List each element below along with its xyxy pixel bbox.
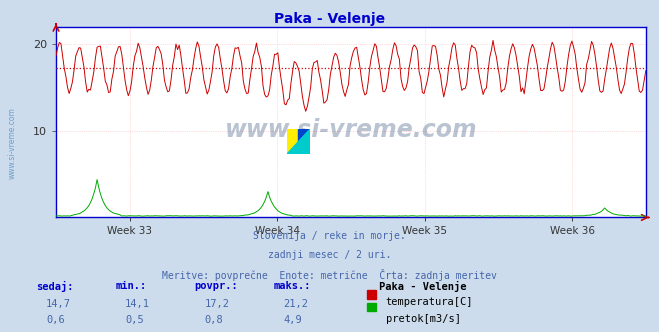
Bar [367, 290, 376, 298]
Text: pretok[m3/s]: pretok[m3/s] [386, 314, 461, 324]
Text: zadnji mesec / 2 uri.: zadnji mesec / 2 uri. [268, 250, 391, 260]
Text: 0,5: 0,5 [125, 315, 144, 325]
Text: 0,8: 0,8 [204, 315, 223, 325]
Text: www.si-vreme.com: www.si-vreme.com [225, 118, 477, 142]
Bar [287, 129, 298, 154]
Text: 4,9: 4,9 [283, 315, 302, 325]
Text: Meritve: povprečne  Enote: metrične  Črta: zadnja meritev: Meritve: povprečne Enote: metrične Črta:… [162, 269, 497, 281]
Text: povpr.:: povpr.: [194, 281, 238, 290]
Text: www.si-vreme.com: www.si-vreme.com [8, 107, 17, 179]
Text: Paka - Velenje: Paka - Velenje [274, 12, 385, 26]
Text: Paka - Velenje: Paka - Velenje [379, 281, 467, 291]
Polygon shape [287, 129, 310, 154]
Text: temperatura[C]: temperatura[C] [386, 297, 473, 307]
Text: 14,1: 14,1 [125, 299, 150, 309]
Text: maks.:: maks.: [273, 281, 311, 290]
Text: Slovenija / reke in morje.: Slovenija / reke in morje. [253, 231, 406, 241]
Bar [367, 303, 376, 311]
Text: min.:: min.: [115, 281, 146, 290]
Text: 21,2: 21,2 [283, 299, 308, 309]
Text: 0,6: 0,6 [46, 315, 65, 325]
Text: sedaj:: sedaj: [36, 281, 74, 291]
Text: 14,7: 14,7 [46, 299, 71, 309]
Bar [298, 129, 310, 154]
Text: 17,2: 17,2 [204, 299, 229, 309]
